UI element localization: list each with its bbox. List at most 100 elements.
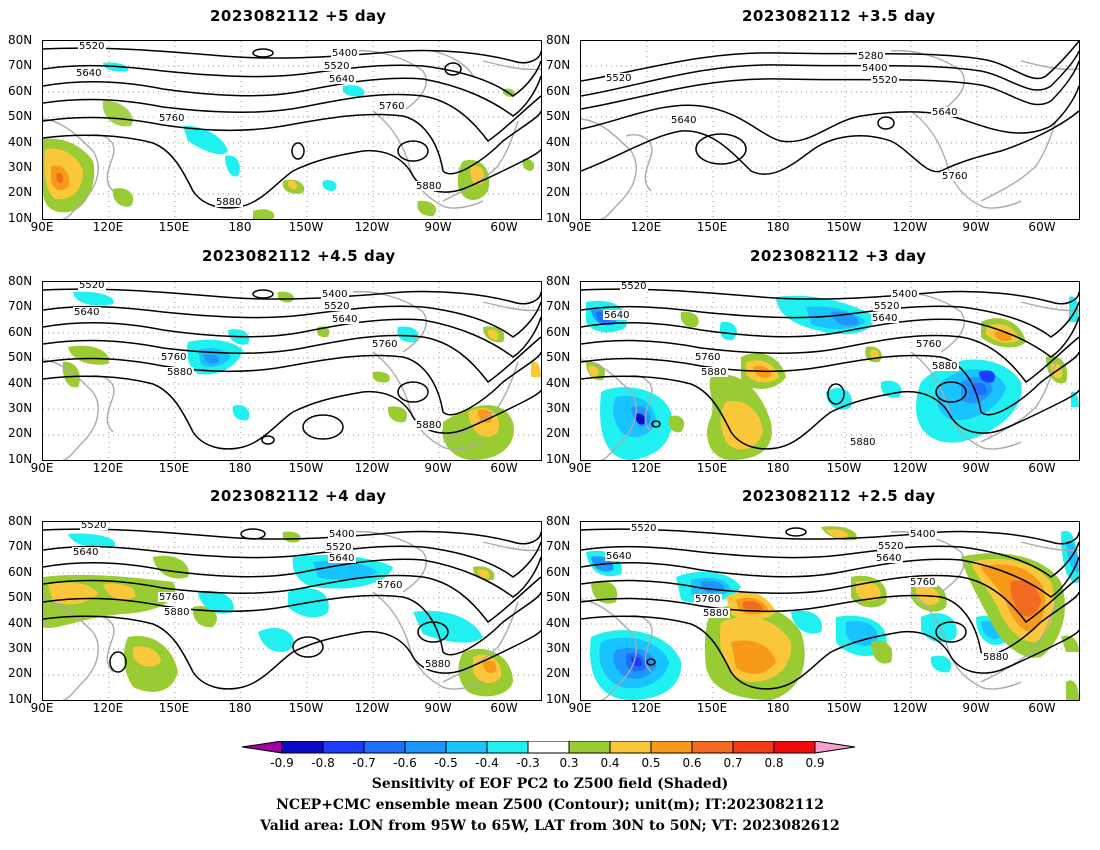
colorbar-label: 0.7	[723, 756, 743, 770]
lat-tick-label: 70N	[8, 299, 33, 314]
colorbar-swatch	[568, 741, 611, 754]
lon-tick-label: 150W	[288, 220, 324, 234]
lon-tick-label: 120E	[630, 461, 662, 475]
contour-label: 5520	[79, 282, 104, 291]
lat-tick-label: 70N	[546, 299, 571, 314]
lon-tick-label: 180	[766, 461, 790, 475]
lat-tick-label: 40N	[8, 134, 33, 149]
panel-title: 2023082112 +3.5 day	[742, 7, 936, 25]
contour-label: 5880	[932, 361, 957, 372]
lat-tick-label: 80N	[8, 514, 33, 528]
contour-label: 5640	[604, 310, 629, 321]
colorbar-arrow-left	[242, 741, 283, 754]
lat-tick-label: 70N	[8, 539, 33, 554]
map-canvas: 5280 5400 5520 5520 5640 5640 5760	[581, 41, 1079, 219]
lon-tick-label: 90E	[30, 220, 54, 234]
contour-label: 5520	[621, 282, 646, 292]
contour-label: 5880	[416, 420, 441, 431]
lon-tick-label: 90W	[424, 461, 452, 475]
lat-tick-label: 50N	[8, 109, 33, 124]
lat-tick-label: 60N	[546, 564, 571, 579]
lat-tick-label: 80N	[546, 514, 571, 528]
lon-tick-label: 150E	[158, 220, 190, 234]
colorbar-swatch	[404, 741, 447, 754]
colorbar-label: 0.6	[682, 756, 702, 770]
lat-tick-label: 70N	[546, 539, 571, 554]
lat-tick-label: 50N	[546, 590, 571, 605]
lon-tick-label: 120W	[354, 461, 390, 475]
lat-tick-label: 50N	[546, 350, 571, 365]
colorbar-label: -0.8	[311, 756, 335, 770]
contour-label: 5760	[695, 352, 720, 363]
contour-label: 5640	[872, 313, 897, 324]
contour-label: 5520	[81, 522, 106, 531]
contour-label: 5760	[159, 113, 184, 124]
contour-label: 5640	[76, 68, 101, 79]
colorbar-swatch	[773, 741, 816, 754]
contour-label: 5880	[850, 437, 875, 448]
colorbar-label: -0.3	[516, 756, 540, 770]
lat-tick-label: 30N	[546, 641, 571, 655]
contour-label: 5520	[631, 523, 656, 534]
contour-label: 5760	[159, 592, 184, 603]
colorbar-swatch	[281, 741, 324, 754]
contour-label: 5640	[74, 307, 99, 318]
lat-tick-label: 30N	[546, 160, 571, 174]
contour-label: 5400	[862, 63, 887, 74]
lat-tick-label: 80N	[546, 274, 571, 288]
contour-label: 5640	[606, 551, 631, 562]
lat-tick-label: 10N	[8, 691, 33, 706]
lat-tick-label: 80N	[546, 33, 571, 47]
lat-tick-label: 60N	[8, 83, 33, 98]
contour-label: 5640	[671, 115, 696, 126]
colorbar-swatch	[527, 741, 570, 754]
colorbar-swatch	[445, 741, 488, 754]
lat-tick-label: 20N	[546, 426, 571, 441]
lat-tick-label: 60N	[8, 564, 33, 579]
lat-tick-label: 30N	[8, 401, 33, 415]
colorbar-label: 0.4	[600, 756, 620, 770]
panel-title: 2023082112 +5 day	[210, 7, 387, 25]
panel-title: 2023082112 +2.5 day	[742, 487, 936, 505]
lat-tick-label: 10N	[546, 210, 571, 225]
colorbar-label: 0.9	[805, 756, 825, 770]
colorbar-label: -0.6	[393, 756, 417, 770]
lat-tick-label: 30N	[8, 160, 33, 174]
lon-tick-label: 180	[228, 461, 252, 475]
lon-tick-label: 90E	[568, 461, 592, 475]
lat-tick-label: 10N	[546, 691, 571, 706]
lat-tick-label: 60N	[546, 83, 571, 98]
contour-label: 5760	[942, 171, 967, 182]
lat-tick-label: 70N	[546, 58, 571, 73]
lon-tick-label: 150E	[696, 461, 728, 475]
contour-label: 5520	[878, 541, 903, 552]
contour-label: 5640	[876, 553, 901, 564]
lon-tick-label: 150E	[696, 701, 728, 715]
lon-tick-label: 180	[766, 701, 790, 715]
lon-tick-label: 60W	[1028, 220, 1056, 234]
colorbar-swatch	[486, 741, 529, 754]
map-panel-6: 5520 5640 5400 5520 5640 5760 5760 5880 …	[580, 521, 1080, 701]
lon-tick-label: 120W	[892, 220, 928, 234]
lon-tick-label: 90W	[424, 220, 452, 234]
contour-label: 5880	[216, 197, 241, 208]
lat-tick-label: 20N	[8, 666, 33, 681]
lat-tick-label: 10N	[8, 451, 33, 466]
lon-tick-label: 120W	[892, 461, 928, 475]
contour-label: 5520	[324, 61, 349, 72]
colorbar-label: 0.5	[641, 756, 661, 770]
contour-label: 5640	[332, 314, 357, 325]
contour-label: 5520	[874, 301, 899, 312]
colorbar-label: -0.4	[475, 756, 499, 770]
caption-line-1: Sensitivity of EOF PC2 to Z500 field (Sh…	[371, 776, 729, 792]
contour-label: 5400	[322, 289, 347, 300]
map-canvas: 5520 5640 5400 5520 5640 5760 5760 5880 …	[43, 522, 541, 700]
lon-tick-label: 150W	[826, 220, 862, 234]
map-panel-4: 5520 5640 5400 5520 5640 5760 5760 5880 …	[580, 281, 1080, 461]
contour-label: 5280	[858, 51, 883, 62]
colorbar-swatch	[322, 741, 365, 754]
map-canvas: 5520 5640 5400 5520 5640 5760 5760 5880 …	[581, 522, 1079, 700]
lat-tick-label: 40N	[546, 375, 571, 390]
lat-tick-label: 20N	[546, 666, 571, 681]
map-canvas: 5520 5640 5400 5520 5640 5760 5760 5880 …	[43, 41, 541, 219]
